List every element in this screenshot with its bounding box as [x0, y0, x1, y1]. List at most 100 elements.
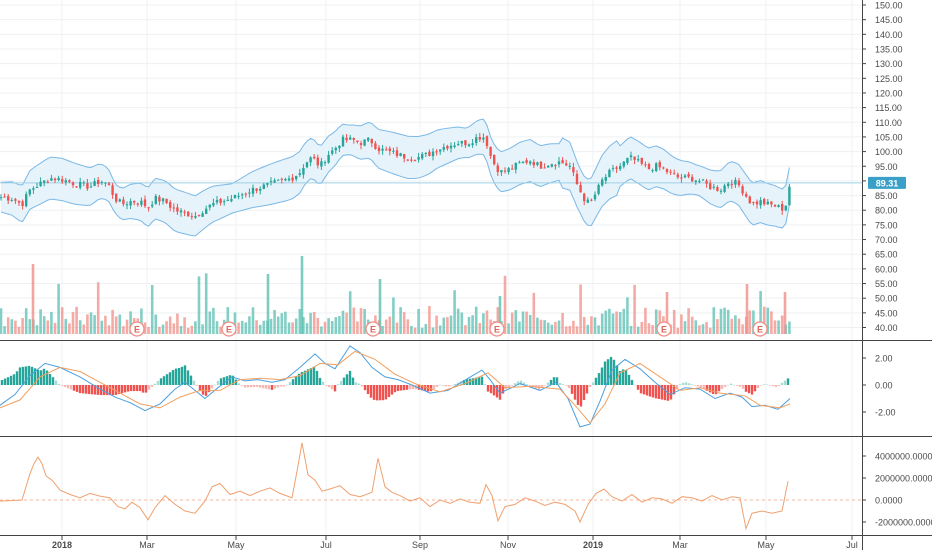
volume-bar	[525, 311, 528, 334]
volume-bar	[100, 320, 104, 334]
volume-bar	[356, 321, 359, 334]
volume-bar	[593, 317, 597, 334]
volume-bar	[636, 326, 640, 334]
candle	[107, 181, 111, 186]
candle	[169, 199, 172, 212]
candle	[370, 138, 373, 148]
volume-bar	[694, 320, 698, 334]
volume-bar	[14, 320, 17, 334]
earnings-marker[interactable]: E	[129, 321, 145, 337]
macd-histogram-bar	[405, 385, 409, 390]
candle	[248, 188, 251, 198]
macd-histogram-bar	[558, 383, 562, 385]
volume-bar	[633, 284, 636, 334]
macd-histogram-bar	[732, 384, 736, 386]
macd-histogram-bar	[417, 385, 421, 390]
volume-bar	[96, 282, 100, 334]
candle	[208, 204, 211, 211]
candle	[539, 161, 543, 169]
macd-histogram-bar	[630, 379, 634, 385]
earnings-marker[interactable]: E	[489, 321, 505, 337]
volume-bar	[752, 310, 755, 334]
candle	[561, 157, 564, 164]
candle	[341, 134, 345, 147]
macd-histogram-bar	[69, 385, 73, 390]
candle	[367, 137, 370, 143]
macd-histogram-bar	[459, 381, 463, 385]
macd-histogram-bar	[495, 385, 499, 398]
candle	[201, 211, 204, 217]
earnings-marker[interactable]: E	[656, 321, 672, 337]
volume-bar	[93, 315, 96, 334]
candle	[374, 141, 377, 150]
volume-bar	[579, 284, 582, 334]
macd-histogram-bar	[543, 385, 547, 386]
macd-histogram-bar	[723, 385, 727, 387]
earnings-marker[interactable]: E	[221, 321, 237, 337]
candle	[334, 146, 337, 154]
candle	[741, 184, 744, 196]
candle	[61, 175, 64, 184]
candle	[277, 179, 280, 181]
macd-histogram-bar	[63, 385, 67, 387]
macd-histogram-bar	[567, 385, 571, 389]
candle	[568, 162, 571, 170]
volume-bar	[460, 312, 464, 334]
macd-histogram-bar	[546, 382, 550, 385]
candle	[428, 149, 431, 157]
macd-histogram-bar	[276, 385, 280, 388]
candle	[46, 179, 49, 184]
oscillator-panel[interactable]	[0, 442, 862, 531]
candle	[179, 208, 183, 217]
macd-histogram-bar	[711, 385, 715, 394]
candle	[770, 201, 773, 208]
candle	[597, 183, 600, 196]
time-axis-tick-label: May	[227, 540, 245, 550]
macd-histogram-bar	[75, 385, 79, 392]
macd-histogram-bar	[651, 385, 655, 398]
macd-histogram-bar	[120, 385, 124, 394]
time-axis[interactable]: 2018 Mar May Jul Sep Nov 2019 Mar May Jul	[52, 536, 858, 550]
volume-bar	[240, 320, 244, 334]
oscillator-axis-tick-label: 2000000.0000	[875, 474, 932, 484]
volume-bar	[770, 311, 773, 334]
candle	[536, 161, 539, 167]
macd-axis-tick-label: -2.00	[875, 408, 896, 418]
macd-histogram-bar	[396, 385, 400, 391]
candle	[53, 177, 57, 184]
right-price-axis[interactable]: 150.00 145.00 140.00 135.00 130.00 125.00 120.…	[862, 1, 932, 528]
macd-histogram-bar	[57, 383, 61, 385]
volume-bar	[597, 325, 600, 334]
macd-histogram-bar	[243, 385, 247, 388]
volume-bar	[723, 307, 726, 334]
volume-bar	[378, 279, 382, 334]
volume-bar	[536, 317, 539, 334]
macd-histogram-bar	[126, 385, 130, 392]
volume-bar	[71, 312, 75, 334]
volume-bar	[622, 308, 626, 334]
macd-histogram-bar	[102, 385, 106, 396]
candle	[665, 168, 669, 175]
candle	[86, 178, 89, 191]
macd-histogram-bar	[267, 385, 271, 390]
macd-panel[interactable]	[0, 345, 791, 428]
volume-bar	[352, 307, 356, 334]
earnings-marker[interactable]: E	[752, 321, 768, 337]
volume-bar	[17, 326, 21, 334]
last-price-tag: 89.31	[868, 176, 906, 189]
volume-bar	[312, 312, 316, 334]
volume-bar	[215, 321, 219, 334]
volume-bar	[86, 314, 89, 334]
candle	[611, 164, 615, 172]
volume-bar	[150, 285, 154, 334]
macd-histogram-bar	[24, 366, 28, 385]
macd-histogram-bar	[582, 385, 586, 400]
earnings-marker[interactable]: E	[365, 321, 381, 337]
macd-histogram-bar	[90, 385, 94, 395]
volume-bar	[474, 306, 478, 334]
candle	[615, 165, 618, 173]
